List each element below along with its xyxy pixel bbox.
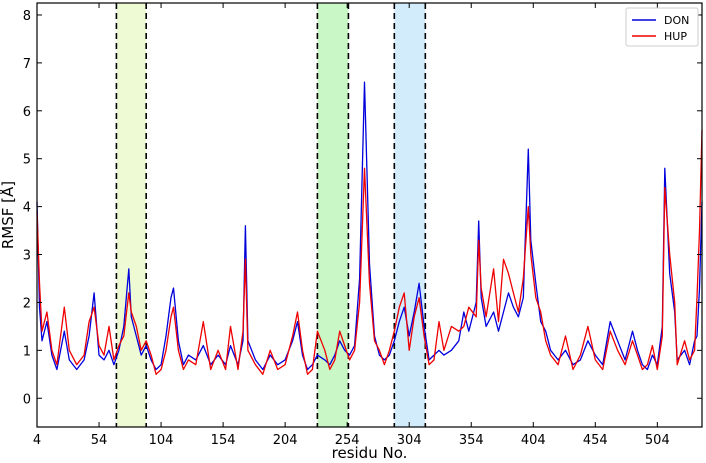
x-tick-label: 54 [91,433,108,448]
plot-frame [36,2,703,428]
x-tick-label: 504 [645,433,670,448]
y-tick-label: 7 [23,57,31,72]
legend-label-hup: HUP [664,30,687,43]
series-lines [36,81,703,375]
series-line-hup [36,129,703,375]
y-tick-label: 0 [23,392,31,407]
y-tick-label: 4 [23,201,31,216]
highlight-region-1 [116,3,147,427]
series-line-don [36,81,703,371]
highlight-regions [115,3,427,427]
y-tick-label: 3 [23,249,31,264]
legend: DON HUP [625,7,699,47]
x-tick-label: 104 [149,433,174,448]
x-tick-label: 254 [335,433,360,448]
x-tick-label: 204 [273,433,298,448]
x-tick-label: 354 [459,433,484,448]
y-tick-label: 6 [23,105,31,120]
x-tick-label: 304 [397,433,422,448]
legend-label-don: DON [664,14,689,27]
y-axis: 0 1 2 3 4 5 6 7 8 [23,9,702,407]
y-tick-label: 1 [23,344,31,359]
highlight-region-3 [394,3,426,427]
y-axis-title: RMSF [Å] [0,181,17,249]
y-tick-label: 8 [23,9,31,24]
x-tick-label: 4 [33,433,41,448]
x-axis-title: residu No. [332,444,408,462]
highlight-region-2 [317,3,349,427]
y-tick-label: 2 [23,296,31,311]
x-tick-label: 154 [211,433,236,448]
x-tick-label: 404 [521,433,546,448]
y-tick-label: 5 [23,153,31,168]
x-tick-label: 454 [583,433,608,448]
x-axis: 4 54 104 154 204 254 304 354 404 454 504 [33,3,670,448]
